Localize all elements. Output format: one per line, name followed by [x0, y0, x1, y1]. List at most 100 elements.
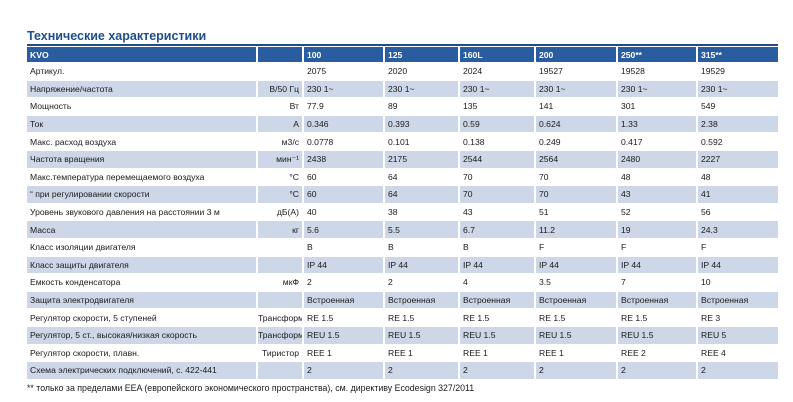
table-cell: 60	[303, 168, 385, 187]
row-unit: кг	[257, 220, 304, 239]
row-label: Макс. расход воздуха	[27, 132, 258, 151]
table-cell: 230 1~	[535, 80, 618, 99]
row-label: Масса	[27, 220, 258, 239]
table-cell: 2227	[697, 150, 778, 169]
table-cell: 64	[384, 168, 460, 187]
table-cell: 52	[617, 203, 698, 222]
table-cell: RE 1.5	[459, 308, 536, 327]
table-cell: 43	[459, 203, 536, 222]
row-label: Ток	[27, 115, 258, 134]
table-cell: IP 44	[459, 256, 536, 275]
row-unit: Тиристор	[257, 344, 304, 363]
table-row: Класс защиты двигателя IP 44 IP 44 IP 44 IP …	[27, 256, 778, 275]
row-label: Напряжение/частота	[27, 80, 258, 99]
row-label: Регулятор скорости, плавн.	[27, 344, 258, 363]
table-cell: 0.59	[459, 115, 536, 134]
table-cell: F	[617, 238, 698, 257]
row-label: Регулятор, 5 ст., высокая/низкая скорост…	[27, 326, 258, 345]
table-cell: 19	[617, 220, 698, 239]
table-cell: 135	[459, 97, 536, 116]
row-label: Защита электродвигателя	[27, 291, 258, 310]
table-row: Мощность Вт 77.9 89 135 141 301 549	[27, 97, 778, 116]
row-label: Регулятор скорости, 5 ступеней	[27, 308, 258, 327]
table-cell: 0.346	[303, 115, 385, 134]
table-cell: 230 1~	[697, 80, 778, 99]
row-unit	[257, 361, 304, 380]
footnote: ** только за пределами EEA (европейского…	[27, 383, 475, 393]
table-cell: 70	[535, 185, 618, 204]
row-label: Емкость конденсатора	[27, 273, 258, 292]
table-cell: 0.592	[697, 132, 778, 151]
table-cell: B	[303, 238, 385, 257]
table-cell: 0.101	[384, 132, 460, 151]
row-label: Схема электрических подключений, с. 422-…	[27, 361, 258, 380]
table-cell: 10	[697, 273, 778, 292]
table-cell: REU 5	[697, 326, 778, 345]
row-label: Макс.температура перемещаемого воздуха	[27, 168, 258, 187]
row-label: Артикул.	[27, 62, 258, 81]
table-cell: IP 44	[303, 256, 385, 275]
table-cell: 2020	[384, 62, 460, 81]
table-cell: F	[535, 238, 618, 257]
table-cell: 2544	[459, 150, 536, 169]
row-label: Уровень звукового давления на расстоянии…	[27, 203, 258, 222]
table-cell: F	[697, 238, 778, 257]
table-cell: REE 1	[535, 344, 618, 363]
table-cell: Встроенная	[303, 291, 385, 310]
row-unit: °С	[257, 185, 304, 204]
table-row: Уровень звукового давления на расстоянии…	[27, 203, 778, 222]
table-cell: 70	[459, 185, 536, 204]
table-cell: 56	[697, 203, 778, 222]
table-cell: IP 44	[697, 256, 778, 275]
row-unit: дБ(А)	[257, 203, 304, 222]
row-unit	[257, 256, 304, 275]
row-unit: А	[257, 115, 304, 134]
table-cell: 19529	[697, 62, 778, 81]
table-cell: 2	[459, 361, 536, 380]
table-row: Масса кг 5.6 5.5 6.7 11.2 19 24.3	[27, 220, 778, 239]
column-header: 100	[303, 47, 385, 63]
table-row: “ при регулировании скорости °С 60 64 70 70 43…	[27, 185, 778, 204]
column-header	[257, 47, 304, 63]
table-cell: REU 1.5	[459, 326, 536, 345]
table-cell: REE 1	[384, 344, 460, 363]
table-cell: 70	[459, 168, 536, 187]
table-cell: 40	[303, 203, 385, 222]
table-cell: 2	[697, 361, 778, 380]
table-cell: 2	[384, 361, 460, 380]
table-row: Регулятор скорости, 5 ступенейТрансформа…	[27, 308, 778, 327]
row-label: Класс изоляции двигателя	[27, 238, 258, 257]
column-header: 250**	[617, 47, 698, 63]
table-row: Защита электродвигателя Встроенная Встроен…	[27, 291, 778, 310]
spec-table: KVO 100 125 160L 200 250** 315** Артикул. 2075 20…	[27, 47, 778, 380]
column-header: KVO	[27, 47, 258, 63]
table-cell: 70	[535, 168, 618, 187]
table-cell: 230 1~	[384, 80, 460, 99]
column-header: 200	[535, 47, 618, 63]
table-cell: 64	[384, 185, 460, 204]
column-header: 125	[384, 47, 460, 63]
table-cell: 2075	[303, 62, 385, 81]
table-row: Артикул. 2075 2020 2024 19527 19528 19529	[27, 62, 778, 81]
table-cell: REE 1	[459, 344, 536, 363]
row-unit: мин⁻¹	[257, 150, 304, 169]
table-row: Ток А 0.346 0.393 0.59 0.624 1.33 2.38	[27, 115, 778, 134]
table-cell: RE 1.5	[384, 308, 460, 327]
table-cell: 5.5	[384, 220, 460, 239]
table-cell: 2564	[535, 150, 618, 169]
table-row: Макс.температура перемещаемого воздуха °С…	[27, 168, 778, 187]
table-cell: 0.417	[617, 132, 698, 151]
table-row: Схема электрических подключений, с. 422-…	[27, 361, 778, 380]
table-header-row: KVO 100 125 160L 200 250** 315**	[27, 47, 778, 63]
section-title: Технические характеристики	[27, 29, 207, 43]
table-row: Макс. расход воздуха м3/с 0.0778 0.101 0.138…	[27, 132, 778, 151]
table-cell: 2480	[617, 150, 698, 169]
table-cell: IP 44	[384, 256, 460, 275]
table-cell: Встроенная	[535, 291, 618, 310]
table-row: Класс изоляции двигателя B B B F F F	[27, 238, 778, 257]
table-cell: 1.33	[617, 115, 698, 134]
row-unit: Вт	[257, 97, 304, 116]
table-cell: 141	[535, 97, 618, 116]
title-rule	[27, 44, 778, 46]
table-cell: 4	[459, 273, 536, 292]
